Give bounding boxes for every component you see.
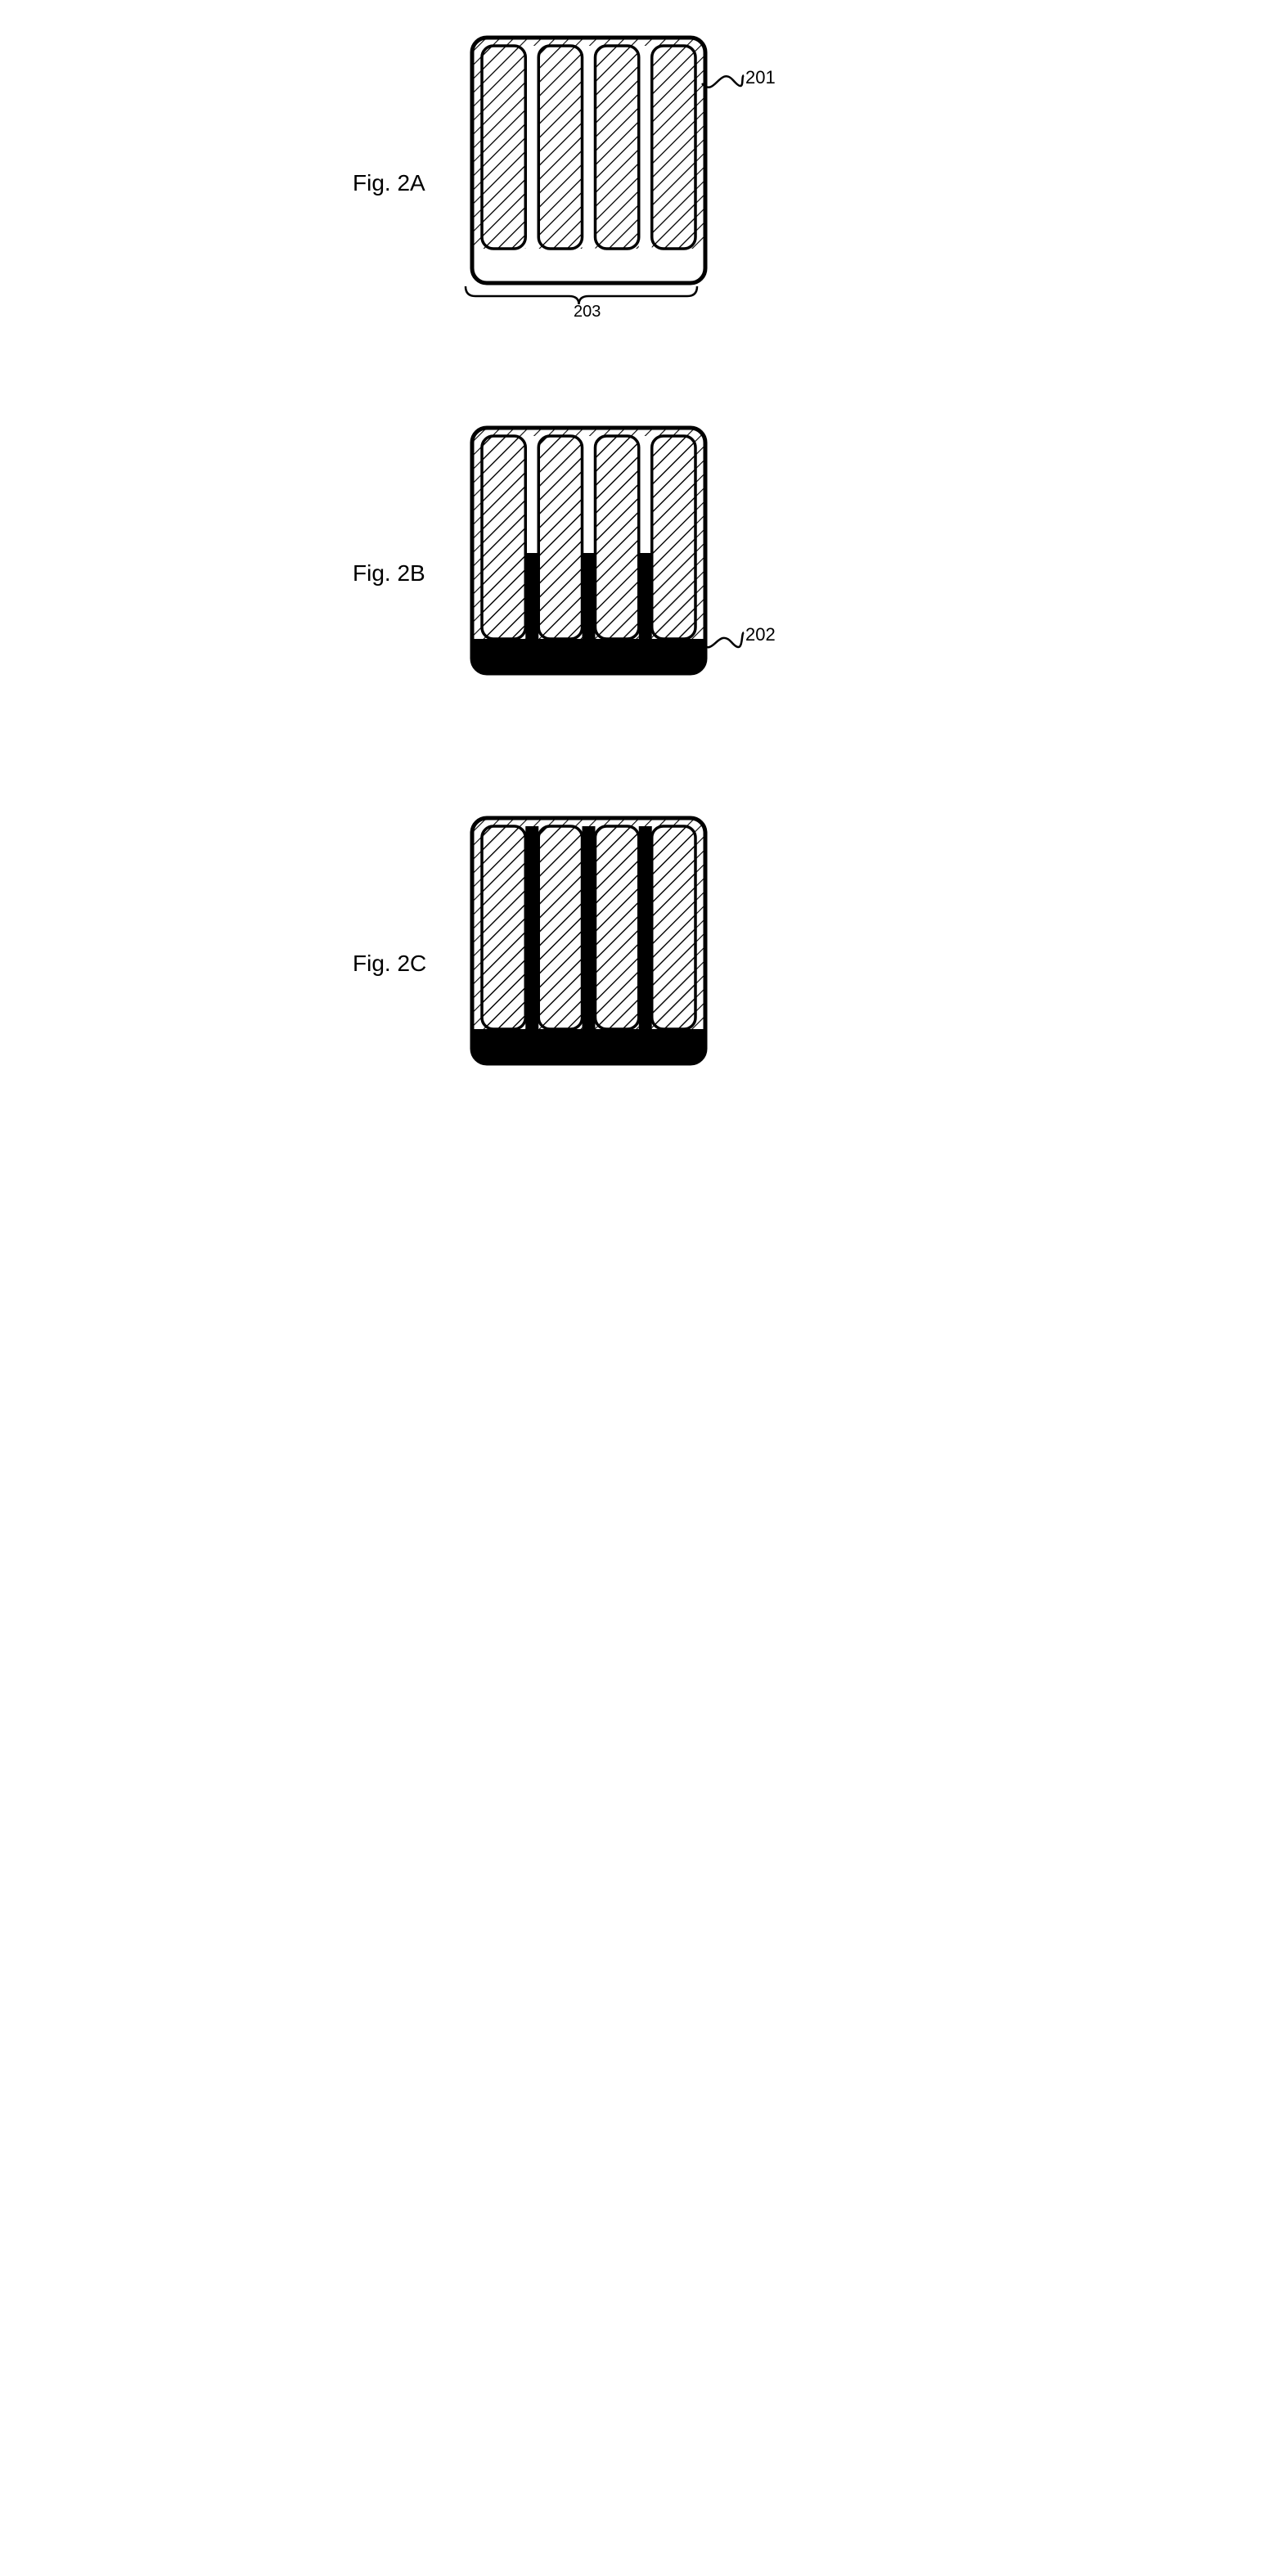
lead-label-202: 202 xyxy=(745,624,776,645)
page: Fig. 2A 201 203 Fig. 2B 202 Fig. 2C xyxy=(353,33,925,1113)
figure-label-2c: Fig. 2C xyxy=(353,951,467,977)
figure-svg-2b xyxy=(467,423,710,719)
figure-row-2a: Fig. 2A 201 203 xyxy=(353,33,925,333)
bracket-label-203: 203 xyxy=(574,303,601,321)
figure-svg-wrap-2b: 202 xyxy=(467,423,710,723)
figure-svg-wrap-2a: 201 203 xyxy=(467,33,710,333)
figure-row-2b: Fig. 2B 202 xyxy=(353,423,925,723)
lead-label-201: 201 xyxy=(745,67,776,88)
figure-label-2a: Fig. 2A xyxy=(353,170,467,196)
figure-label-2b: Fig. 2B xyxy=(353,560,467,587)
figure-row-2c: Fig. 2C xyxy=(353,813,925,1113)
figure-svg-2c xyxy=(467,813,710,1109)
figure-svg-wrap-2c xyxy=(467,813,710,1113)
